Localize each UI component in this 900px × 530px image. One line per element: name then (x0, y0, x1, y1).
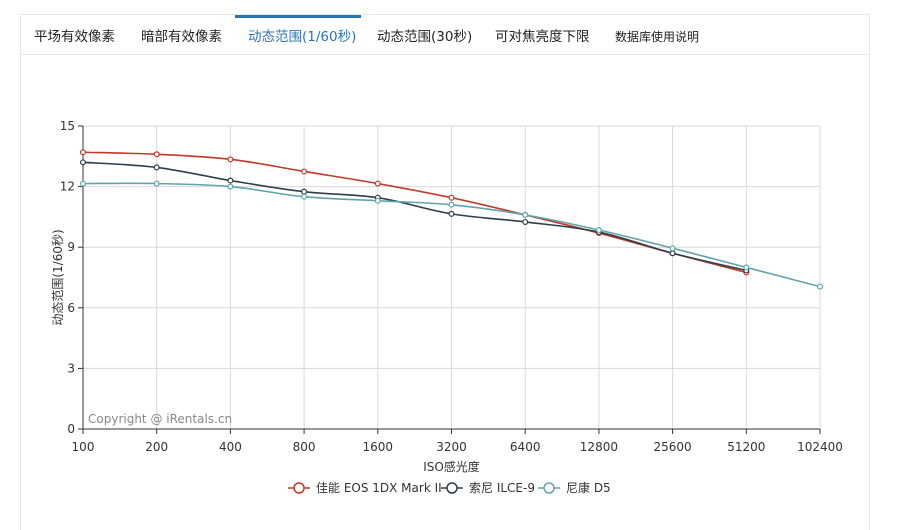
data-point (374, 180, 381, 187)
data-point (522, 218, 529, 225)
data-point (227, 177, 234, 184)
legend-marker (543, 482, 555, 494)
data-point (301, 193, 308, 200)
legend-label: 尼康 D5 (566, 480, 611, 495)
data-point (79, 149, 86, 156)
legend-marker (446, 482, 458, 494)
tab-bar: 平场有效像素 暗部有效像素 动态范围(1/60秒) 动态范围(30秒) 可对焦亮… (21, 15, 869, 55)
legend-marker (293, 482, 305, 494)
legend-label: 索尼 ILCE-9 (469, 481, 535, 495)
data-point (153, 180, 160, 187)
tab-dynamic-range-1-60[interactable]: 动态范围(1/60秒) (248, 29, 357, 45)
active-tab-indicator (235, 15, 361, 18)
data-point (374, 197, 381, 204)
data-point (522, 211, 529, 218)
y-tick-label: 0 (67, 422, 75, 436)
tab-shadow-effective-pixels[interactable]: 暗部有效像素 (141, 29, 222, 45)
tab-focus-brightness-limit[interactable]: 可对焦亮度下限 (495, 29, 590, 45)
y-tick-label: 3 (67, 361, 75, 375)
x-tick-label: 25600 (654, 440, 692, 454)
y-axis-label: 动态范围(1/60秒) (51, 229, 65, 325)
data-point (227, 156, 234, 163)
x-tick-label: 51200 (727, 440, 765, 454)
y-tick-label: 9 (67, 240, 75, 254)
data-point (816, 283, 823, 290)
data-point (153, 151, 160, 158)
data-point (301, 188, 308, 195)
data-point (153, 164, 160, 171)
data-point (595, 227, 602, 234)
data-point (448, 210, 455, 217)
data-point (448, 201, 455, 208)
chart-panel: 平场有效像素 暗部有效像素 动态范围(1/60秒) 动态范围(30秒) 可对焦亮… (20, 14, 870, 530)
y-tick-label: 6 (67, 301, 75, 315)
x-tick-label: 200 (145, 440, 168, 454)
x-tick-label: 400 (219, 440, 242, 454)
series-line-1 (82, 161, 747, 272)
watermark-text: Copyright @ iRentals.cn (88, 412, 232, 426)
x-tick-label: 102400 (797, 440, 843, 454)
legend-label: 佳能 EOS 1DX Mark II (316, 481, 442, 495)
series-line-0 (82, 151, 747, 274)
data-point (669, 245, 676, 252)
x-tick-label: 100 (72, 440, 95, 454)
tab-dynamic-range-30s[interactable]: 动态范围(30秒) (377, 29, 473, 45)
data-point (448, 194, 455, 201)
tab-flat-effective-pixels[interactable]: 平场有效像素 (34, 29, 115, 45)
tab-database-instructions[interactable]: 数据库使用说明 (615, 30, 700, 44)
data-point (301, 168, 308, 175)
x-tick-label: 1600 (363, 440, 394, 454)
x-tick-label: 800 (293, 440, 316, 454)
x-tick-label: 6400 (510, 440, 541, 454)
y-tick-label: 15 (60, 119, 75, 133)
data-point (743, 264, 750, 271)
y-tick-label: 12 (60, 180, 75, 194)
x-tick-label: 12800 (580, 440, 618, 454)
x-axis-label: ISO感光度 (423, 459, 480, 474)
data-point (79, 180, 86, 187)
data-point (669, 250, 676, 257)
data-point (79, 159, 86, 166)
x-tick-label: 3200 (436, 440, 467, 454)
data-point (227, 183, 234, 190)
